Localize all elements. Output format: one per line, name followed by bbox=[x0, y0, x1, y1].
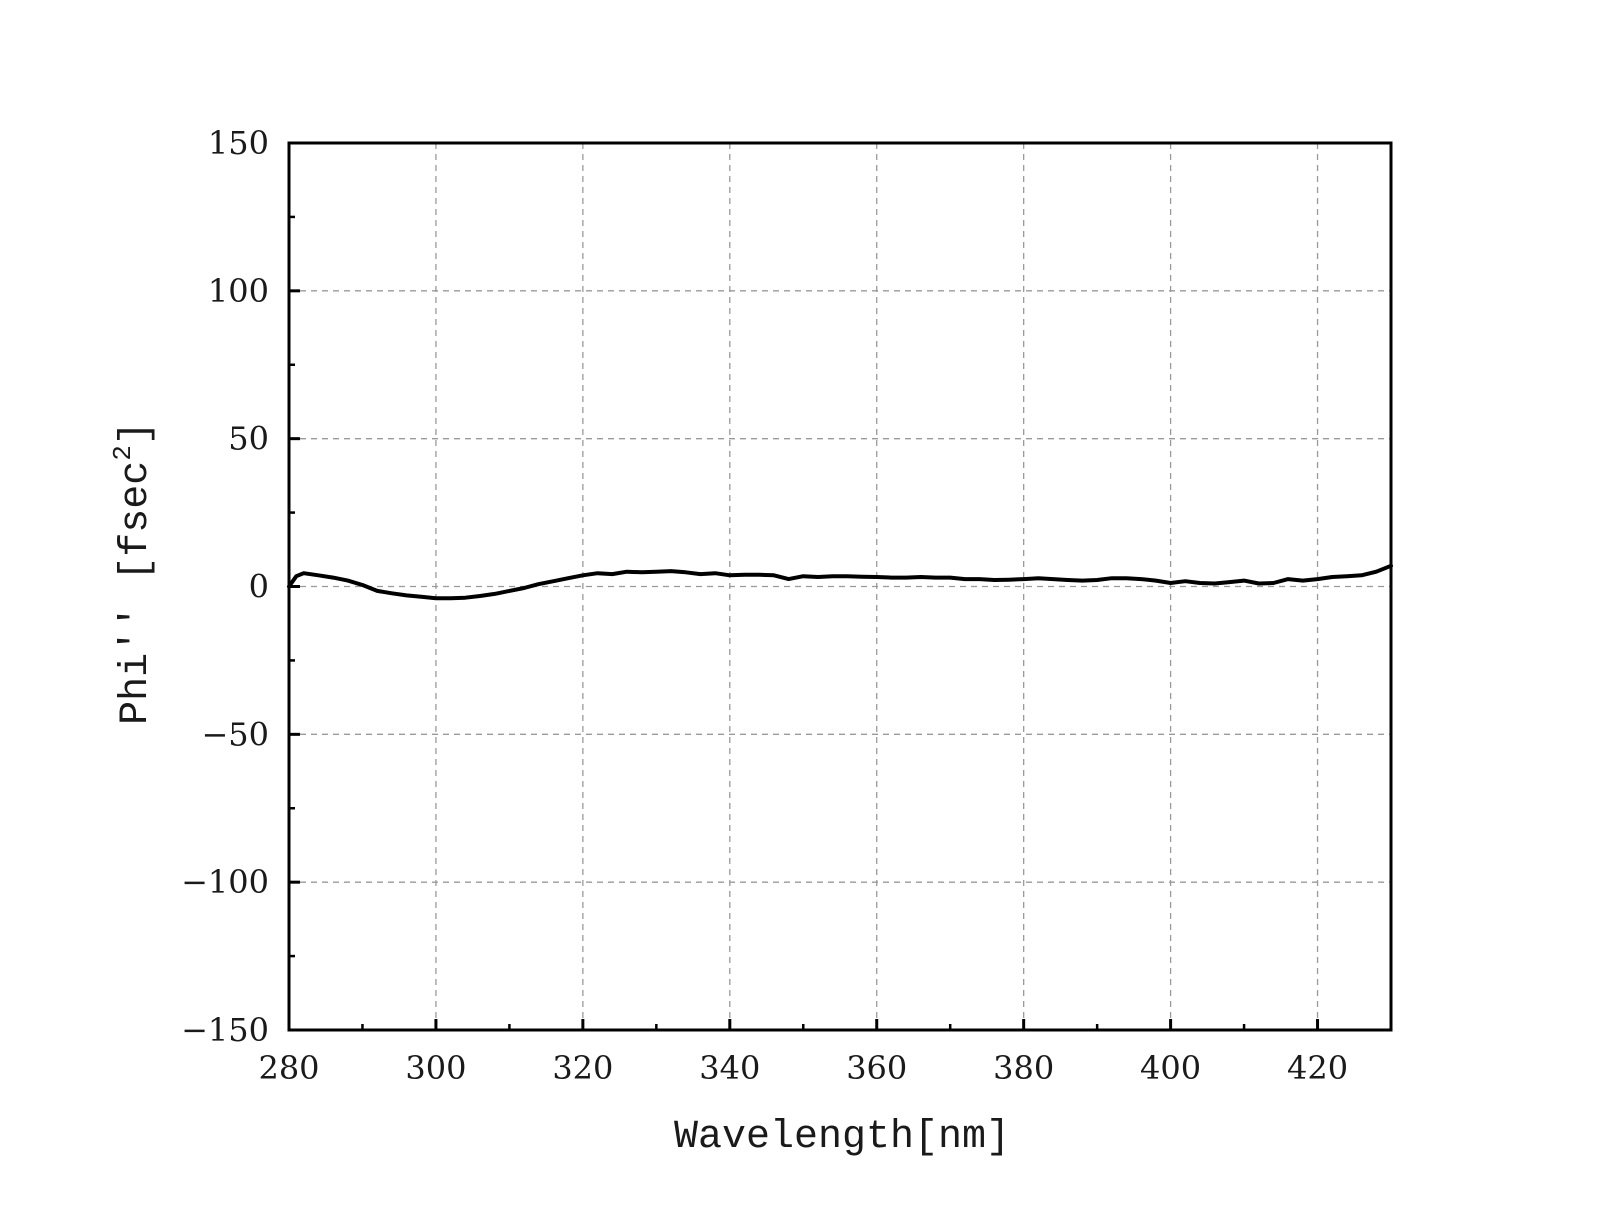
x-tick-label: 320 bbox=[552, 1049, 613, 1087]
x-tick-label: 300 bbox=[405, 1049, 466, 1087]
x-tick-label: 420 bbox=[1287, 1049, 1348, 1087]
y-tick-label: −50 bbox=[201, 715, 269, 753]
axis-ticks bbox=[287, 141, 1320, 1032]
y-tick-label: 50 bbox=[228, 420, 269, 458]
y-axis-title-main: Phi'' [fsec bbox=[114, 461, 159, 725]
x-tick-label: 360 bbox=[846, 1049, 907, 1087]
x-tick-label: 380 bbox=[993, 1049, 1054, 1087]
y-tick-label: 150 bbox=[208, 124, 269, 162]
x-tick-label: 340 bbox=[699, 1049, 760, 1087]
x-tick-labels: 280 300 320 340 360 380 400 420 bbox=[258, 1049, 1348, 1087]
y-tick-labels: −150 −100 −50 0 50 100 150 bbox=[181, 124, 269, 1049]
grid bbox=[289, 143, 1391, 1030]
y-tick-label: 0 bbox=[249, 568, 269, 606]
y-tick-label: 100 bbox=[208, 272, 269, 310]
series-line bbox=[287, 563, 1393, 601]
x-tick-label: 400 bbox=[1140, 1049, 1201, 1087]
y-tick-label: −150 bbox=[181, 1011, 269, 1049]
y-tick-label: −100 bbox=[181, 863, 269, 901]
plot-area bbox=[287, 563, 1393, 601]
y-axis-title: Phi'' [fsec2] bbox=[108, 421, 159, 725]
y-axis-title-superscript: 2 bbox=[108, 445, 138, 461]
x-axis-title: Wavelength[nm] bbox=[674, 1115, 1010, 1160]
x-tick-label: 280 bbox=[258, 1049, 319, 1087]
y-axis-title-end: ] bbox=[114, 421, 159, 445]
